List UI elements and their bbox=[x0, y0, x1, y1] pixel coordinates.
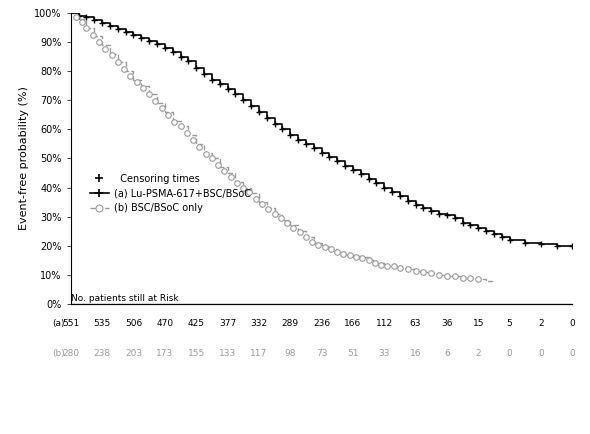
Text: 0: 0 bbox=[569, 319, 575, 328]
Text: (a): (a) bbox=[52, 319, 64, 328]
Text: 166: 166 bbox=[345, 319, 362, 328]
Legend:   Censoring times, (a) Lu-PSMA-617+BSC/BSoC, (b) BSC/BSoC only: Censoring times, (a) Lu-PSMA-617+BSC/BSo… bbox=[86, 170, 255, 217]
Text: 535: 535 bbox=[94, 319, 111, 328]
Text: 236: 236 bbox=[313, 319, 330, 328]
Text: 51: 51 bbox=[347, 349, 359, 358]
Text: 16: 16 bbox=[410, 349, 421, 358]
Text: 5: 5 bbox=[507, 319, 513, 328]
Text: 280: 280 bbox=[62, 349, 80, 358]
Text: 551: 551 bbox=[62, 319, 80, 328]
Text: 332: 332 bbox=[250, 319, 267, 328]
Text: 0: 0 bbox=[569, 349, 575, 358]
Text: (b): (b) bbox=[52, 349, 65, 358]
Text: 425: 425 bbox=[188, 319, 205, 328]
Text: 117: 117 bbox=[250, 349, 267, 358]
Text: 6: 6 bbox=[444, 349, 450, 358]
Text: 0: 0 bbox=[538, 349, 544, 358]
Text: 36: 36 bbox=[441, 319, 453, 328]
Text: 133: 133 bbox=[219, 349, 236, 358]
Text: 2: 2 bbox=[538, 319, 544, 328]
Text: 506: 506 bbox=[125, 319, 142, 328]
Text: 155: 155 bbox=[188, 349, 205, 358]
Text: 112: 112 bbox=[376, 319, 393, 328]
Text: 470: 470 bbox=[156, 319, 173, 328]
Text: 0: 0 bbox=[507, 349, 513, 358]
Text: 2: 2 bbox=[476, 349, 481, 358]
Text: 33: 33 bbox=[379, 349, 390, 358]
Text: 377: 377 bbox=[219, 319, 236, 328]
Text: 63: 63 bbox=[410, 319, 421, 328]
Text: No. patients still at Risk: No. patients still at Risk bbox=[71, 293, 178, 302]
Text: 238: 238 bbox=[94, 349, 111, 358]
Text: 289: 289 bbox=[281, 319, 299, 328]
Text: 15: 15 bbox=[473, 319, 484, 328]
Text: 73: 73 bbox=[316, 349, 327, 358]
Text: 173: 173 bbox=[156, 349, 173, 358]
Text: 98: 98 bbox=[284, 349, 296, 358]
Y-axis label: Event-free probability (%): Event-free probability (%) bbox=[19, 86, 29, 230]
Text: 203: 203 bbox=[125, 349, 142, 358]
